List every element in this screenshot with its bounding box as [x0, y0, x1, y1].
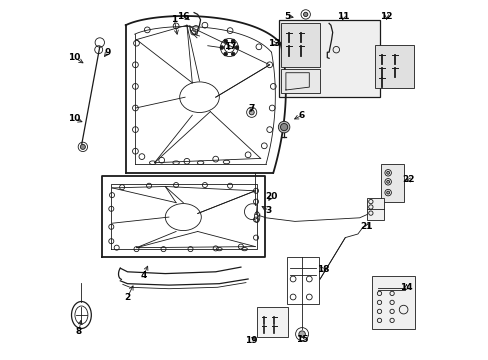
- Circle shape: [80, 144, 85, 149]
- Circle shape: [235, 46, 238, 49]
- Text: 3: 3: [265, 206, 271, 215]
- Text: 22: 22: [401, 175, 414, 184]
- Circle shape: [249, 110, 254, 115]
- Text: 10: 10: [68, 114, 81, 123]
- Text: 19: 19: [244, 336, 257, 345]
- Text: 8: 8: [76, 327, 82, 336]
- Text: 16: 16: [177, 12, 189, 21]
- Circle shape: [303, 12, 307, 17]
- Circle shape: [386, 171, 389, 174]
- Circle shape: [298, 331, 305, 337]
- Circle shape: [386, 180, 389, 183]
- Text: 20: 20: [265, 192, 277, 201]
- FancyBboxPatch shape: [371, 276, 414, 329]
- Text: 12: 12: [380, 12, 392, 21]
- FancyBboxPatch shape: [366, 198, 384, 220]
- FancyBboxPatch shape: [374, 45, 413, 88]
- Text: 15: 15: [295, 335, 308, 343]
- Text: 5: 5: [284, 12, 290, 21]
- Text: 6: 6: [298, 111, 305, 120]
- FancyBboxPatch shape: [281, 69, 320, 93]
- Circle shape: [278, 121, 289, 133]
- Circle shape: [220, 46, 223, 49]
- Text: 13: 13: [267, 39, 280, 48]
- Circle shape: [231, 52, 234, 56]
- Text: 11: 11: [337, 12, 349, 21]
- Text: 9: 9: [104, 48, 111, 57]
- Text: 21: 21: [360, 222, 372, 231]
- Text: 2: 2: [124, 292, 130, 302]
- Circle shape: [280, 123, 287, 131]
- Circle shape: [224, 39, 227, 43]
- Circle shape: [231, 39, 234, 43]
- Text: 10: 10: [68, 53, 81, 62]
- FancyBboxPatch shape: [279, 20, 379, 97]
- Text: 7: 7: [248, 104, 254, 112]
- Text: 14: 14: [399, 284, 412, 292]
- Text: 4: 4: [140, 271, 146, 280]
- FancyBboxPatch shape: [257, 307, 287, 337]
- FancyBboxPatch shape: [286, 257, 319, 304]
- Text: 1: 1: [171, 15, 177, 24]
- FancyBboxPatch shape: [381, 164, 403, 202]
- Circle shape: [224, 52, 227, 56]
- FancyBboxPatch shape: [281, 23, 320, 67]
- Text: 18: 18: [317, 266, 329, 274]
- Text: 17: 17: [224, 42, 237, 51]
- Circle shape: [386, 191, 389, 194]
